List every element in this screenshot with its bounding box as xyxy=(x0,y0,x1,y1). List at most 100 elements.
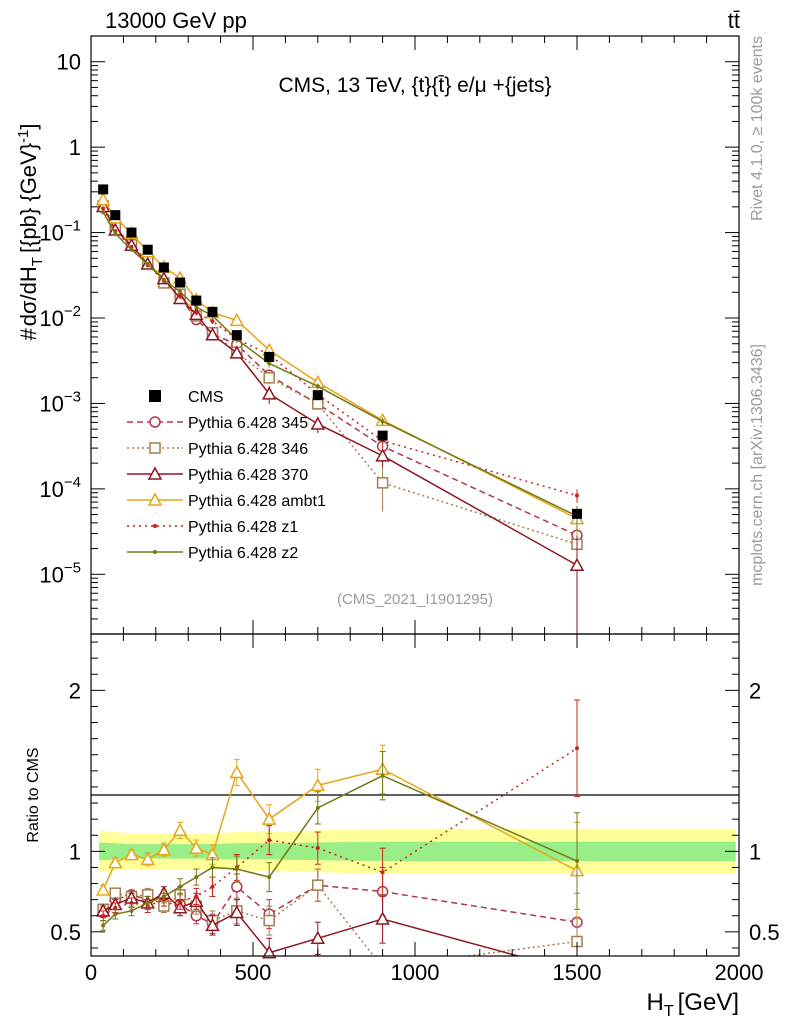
y-tick-label: 10−3 xyxy=(39,388,81,416)
y-tick-base: 10 xyxy=(39,306,63,331)
legend-marker xyxy=(149,442,161,454)
series-marker xyxy=(178,289,183,294)
analysis-id: (CMS_2021_I1901295) xyxy=(337,591,493,608)
series-marker xyxy=(101,206,106,211)
ratio-marker xyxy=(210,865,215,870)
ratio-series xyxy=(95,699,585,959)
y-label-fraction: dσ/dH xyxy=(16,266,41,326)
ratio-marker xyxy=(101,913,106,918)
cms-data-point xyxy=(175,277,186,288)
legend-label: Pythia 6.428 ambt1 xyxy=(188,493,326,510)
cms-data-point xyxy=(231,330,242,341)
series-marker xyxy=(569,557,585,572)
plot-title: CMS, 13 TeV, {t}{t̄} e/μ +{jets} xyxy=(278,74,551,97)
legend-label: Pythia 6.428 370 xyxy=(188,467,308,484)
series-marker xyxy=(229,312,245,327)
series-marker xyxy=(161,277,166,282)
series-marker xyxy=(263,372,275,384)
series-marker xyxy=(210,319,215,324)
y-tick-exponent: −2 xyxy=(64,303,81,320)
cms-data-point xyxy=(110,210,121,221)
ratio-tick-label-left: 0.5 xyxy=(50,920,81,945)
ratio-marker xyxy=(261,811,277,825)
series-marker xyxy=(101,210,106,215)
series-marker xyxy=(178,294,183,299)
y-tick-base: 10 xyxy=(39,221,63,246)
ratio-marker xyxy=(109,887,122,899)
process-label: tt̄ xyxy=(728,8,740,33)
ratio-marker xyxy=(315,846,320,851)
ratio-series-5 xyxy=(100,751,580,931)
ratio-tick-label-right: 1 xyxy=(749,839,761,864)
y-tick-exponent: −3 xyxy=(64,388,81,405)
series-marker xyxy=(194,310,199,315)
series-marker xyxy=(376,477,389,489)
ratio-marker xyxy=(129,908,134,913)
cms-data-point xyxy=(98,184,109,195)
ratio-marker xyxy=(172,822,188,837)
x-label-sub: T xyxy=(664,1003,674,1020)
y-tick-label: 10−4 xyxy=(39,474,81,502)
x-axis-label: HT [GeV] xyxy=(647,989,739,1020)
legend-label: Pythia 6.428 z2 xyxy=(188,545,298,562)
energy-label: 13000 GeV pp xyxy=(105,8,247,33)
y-tick-exponent: −4 xyxy=(64,474,81,491)
ratio-marker xyxy=(178,884,183,889)
ratio-marker xyxy=(194,875,199,880)
ratio-marker xyxy=(113,905,118,910)
legend-marker xyxy=(153,550,157,554)
ratio-marker xyxy=(205,917,220,932)
y-tick-label: 10−1 xyxy=(39,218,81,246)
y-tick-label: 10 xyxy=(57,50,81,75)
mcplots-label: mcplots.cern.ch [arXiv:1306.3436] xyxy=(749,344,766,586)
y-tick-exponent: −5 xyxy=(64,559,81,576)
series-marker xyxy=(229,345,245,359)
legend-marker xyxy=(149,416,161,428)
ratio-marker xyxy=(156,842,172,856)
ratio-marker xyxy=(315,805,320,810)
series-marker xyxy=(95,192,111,206)
series-marker xyxy=(129,247,134,252)
legend-marker xyxy=(147,466,163,480)
y-axis-label: #dσ/dHT[{pb} {GeV}-1] xyxy=(15,123,46,340)
ratio-marker xyxy=(229,764,245,779)
y-tick-base: 10 xyxy=(39,391,63,416)
x-tick-label: 0 xyxy=(85,960,97,985)
x-tick-label: 1500 xyxy=(553,960,602,985)
ratio-marker xyxy=(129,900,134,905)
x-label-unit: [GeV] xyxy=(678,989,739,1016)
series-marker xyxy=(261,386,277,400)
series-marker xyxy=(315,384,320,389)
ratio-tick-label-right: 0.5 xyxy=(749,920,780,945)
cms-data-point xyxy=(264,351,275,362)
rivet-label: Rivet 4.1.0, ≥ 100k events xyxy=(749,36,766,221)
ratio-marker xyxy=(310,930,326,945)
cms-data-point xyxy=(191,295,202,306)
y-tick-base: 10 xyxy=(39,562,63,587)
ratio-marker xyxy=(101,923,106,928)
ratio-marker xyxy=(380,773,385,778)
ratio-marker xyxy=(267,875,272,880)
series-marker xyxy=(575,493,579,498)
ratio-marker xyxy=(310,777,326,792)
cms-data-point xyxy=(377,430,388,441)
ratio-marker xyxy=(312,879,324,891)
y-tick-base: 10 xyxy=(39,477,63,502)
ratio-marker xyxy=(178,899,183,904)
x-label-h: H xyxy=(647,989,664,1016)
ratio-tick-label-left: 1 xyxy=(69,839,81,864)
ratio-marker xyxy=(161,894,166,899)
ratio-marker xyxy=(189,840,204,854)
ratio-marker xyxy=(194,894,199,899)
cms-data-points xyxy=(98,184,582,519)
ratio-marker xyxy=(263,914,275,927)
ratio-marker xyxy=(375,911,390,925)
legend-label: Pythia 6.428 346 xyxy=(188,441,308,458)
ratio-tick-label-left: 2 xyxy=(69,678,81,703)
cms-data-point xyxy=(126,227,137,238)
series-marker xyxy=(267,361,272,366)
ratio-marker xyxy=(124,847,139,861)
